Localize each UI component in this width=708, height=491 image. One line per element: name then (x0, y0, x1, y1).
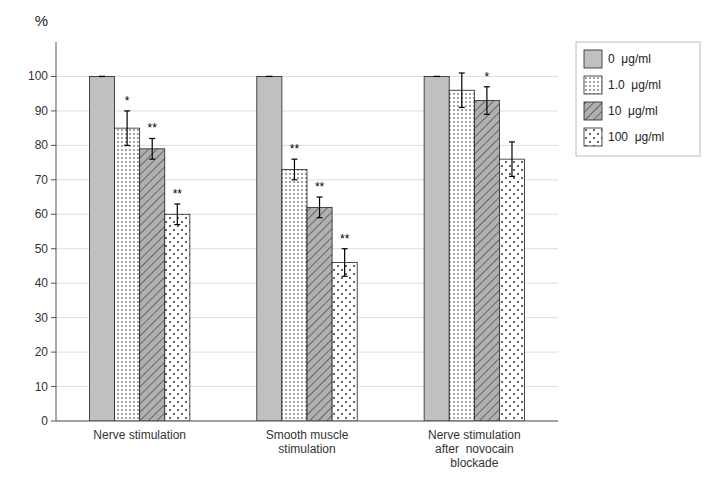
annotation: ** (148, 121, 158, 135)
y-tick (51, 352, 56, 353)
legend-label: 0 μg/ml (608, 52, 651, 66)
chart: 0102030405060708090100************Nerve … (0, 0, 708, 491)
annotation: * (485, 70, 490, 84)
legend-swatch (584, 128, 602, 146)
annotation: ** (315, 180, 325, 194)
legend-swatch (584, 102, 602, 120)
legend: 0 μg/ml 1.0 μg/ml 10 μg/ml 100 μg/ml (576, 42, 700, 156)
y-tick-label: 100 (28, 69, 48, 83)
legend-swatch (584, 76, 602, 94)
y-tick (51, 317, 56, 318)
error-bar (174, 204, 180, 225)
bar (499, 159, 524, 421)
error-bar (509, 142, 515, 176)
y-tick-label: 0 (41, 414, 48, 428)
legend-swatch (584, 50, 602, 68)
annotations: ************ (125, 70, 490, 246)
bar (282, 169, 307, 421)
error-bar (484, 87, 490, 115)
bar (332, 263, 357, 421)
bars (89, 73, 524, 421)
bar (257, 76, 282, 421)
bar (140, 149, 165, 421)
grid-line (56, 421, 558, 422)
grid-line (56, 76, 558, 77)
bar (165, 214, 190, 421)
y-tick-label: 60 (35, 207, 49, 221)
annotation: ** (340, 232, 350, 246)
x-tick-label: Nerve stimulationafter novocainblockade (428, 428, 521, 470)
x-axis: Nerve stimulation Smooth musclestimulatio… (93, 428, 520, 470)
error-bar (342, 249, 348, 277)
x-tick-label: Smooth musclestimulation (266, 428, 349, 456)
grid (56, 76, 558, 421)
y-tick-label: 80 (35, 138, 49, 152)
annotation: ** (173, 187, 183, 201)
y-tick (51, 179, 56, 180)
legend-label: 10 μg/ml (608, 104, 658, 118)
y-tick (51, 110, 56, 111)
error-bar (149, 138, 155, 159)
y-tick-label: 40 (35, 276, 49, 290)
legend-label: 1.0 μg/ml (608, 78, 661, 92)
annotation: * (125, 94, 130, 108)
y-tick (51, 283, 56, 284)
y-tick (51, 386, 56, 387)
error-bar (99, 76, 105, 77)
x-tick-label: Nerve stimulation (93, 428, 186, 442)
y-axis-line (56, 42, 57, 421)
error-bar (291, 159, 297, 180)
y-tick-label: 90 (35, 104, 49, 118)
y-tick-label: 30 (35, 311, 49, 325)
x-axis-line (56, 421, 558, 422)
bar (115, 128, 140, 421)
y-axis-label: % (35, 12, 48, 29)
y-tick-label: 10 (35, 380, 49, 394)
y-tick-label: 70 (35, 173, 49, 187)
y-tick (51, 145, 56, 146)
bar (474, 101, 499, 421)
error-bar (459, 73, 465, 107)
bar (424, 76, 449, 421)
bar (449, 90, 474, 421)
bar (307, 207, 332, 421)
bar (89, 76, 114, 421)
legend-label: 100 μg/ml (608, 130, 664, 144)
y-tick-label: 20 (35, 345, 49, 359)
y-tick (51, 248, 56, 249)
error-bar (434, 76, 440, 77)
y-tick (51, 421, 56, 422)
y-tick-label: 50 (35, 242, 49, 256)
y-tick (51, 76, 56, 77)
y-axis: 0 10 20 30 40 50 60 70 80 90 100 (28, 42, 56, 428)
error-bar (266, 76, 272, 77)
y-tick (51, 214, 56, 215)
legend-frame (576, 42, 700, 156)
error-bar (124, 111, 130, 145)
error-bar (317, 197, 323, 218)
annotation: ** (290, 142, 300, 156)
